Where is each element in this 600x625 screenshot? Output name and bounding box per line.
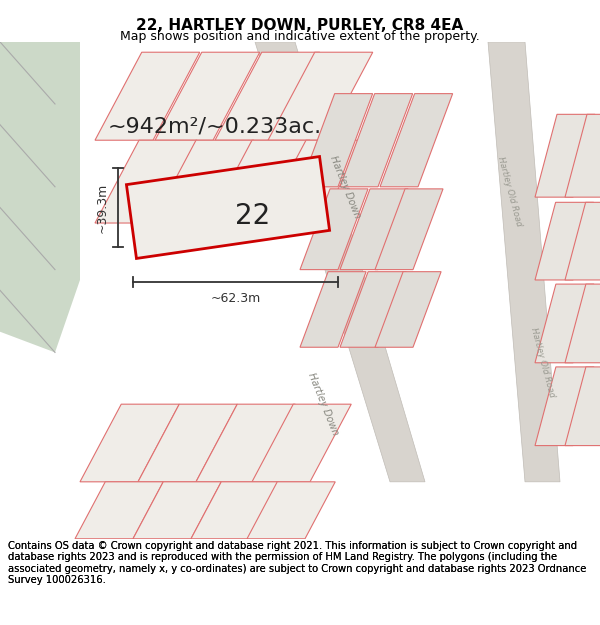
Polygon shape [0, 42, 80, 352]
Polygon shape [565, 114, 600, 197]
Polygon shape [247, 482, 335, 539]
Polygon shape [300, 94, 373, 187]
Polygon shape [255, 42, 425, 482]
Polygon shape [340, 94, 413, 187]
Polygon shape [152, 140, 254, 223]
Text: Hartley Down: Hartley Down [328, 154, 362, 219]
Text: Contains OS data © Crown copyright and database right 2021. This information is : Contains OS data © Crown copyright and d… [8, 541, 586, 586]
Polygon shape [252, 404, 351, 482]
Polygon shape [565, 367, 600, 446]
Text: ~942m²/~0.233ac.: ~942m²/~0.233ac. [108, 117, 322, 137]
Polygon shape [300, 272, 366, 348]
Polygon shape [565, 202, 600, 280]
Polygon shape [208, 140, 310, 223]
Text: Map shows position and indicative extent of the property.: Map shows position and indicative extent… [120, 30, 480, 43]
Text: Hartley Old Road: Hartley Old Road [529, 327, 557, 399]
Polygon shape [95, 140, 197, 223]
Polygon shape [262, 140, 364, 223]
Text: ~62.3m: ~62.3m [211, 292, 260, 305]
Polygon shape [268, 52, 373, 140]
Text: Hartley Down: Hartley Down [306, 371, 340, 437]
Polygon shape [535, 202, 593, 280]
Polygon shape [340, 272, 406, 348]
Polygon shape [191, 482, 279, 539]
Polygon shape [196, 404, 295, 482]
Polygon shape [380, 94, 452, 187]
Text: 22: 22 [235, 202, 271, 230]
Polygon shape [488, 42, 560, 482]
Text: Hartley Old Road: Hartley Old Road [496, 156, 524, 228]
Polygon shape [127, 156, 329, 259]
Polygon shape [375, 189, 443, 269]
Polygon shape [95, 52, 200, 140]
Polygon shape [138, 404, 237, 482]
Polygon shape [535, 284, 594, 362]
Text: 22, HARTLEY DOWN, PURLEY, CR8 4EA: 22, HARTLEY DOWN, PURLEY, CR8 4EA [136, 18, 464, 32]
Text: Contains OS data © Crown copyright and database right 2021. This information is : Contains OS data © Crown copyright and d… [8, 541, 586, 586]
Polygon shape [375, 272, 441, 348]
Polygon shape [75, 482, 163, 539]
Polygon shape [155, 52, 260, 140]
Polygon shape [215, 52, 320, 140]
Polygon shape [80, 404, 179, 482]
Polygon shape [535, 114, 595, 197]
Polygon shape [133, 482, 221, 539]
Polygon shape [565, 284, 600, 362]
Polygon shape [300, 189, 368, 269]
Polygon shape [340, 189, 408, 269]
Text: ~39.3m: ~39.3m [95, 182, 109, 232]
Polygon shape [535, 367, 594, 446]
